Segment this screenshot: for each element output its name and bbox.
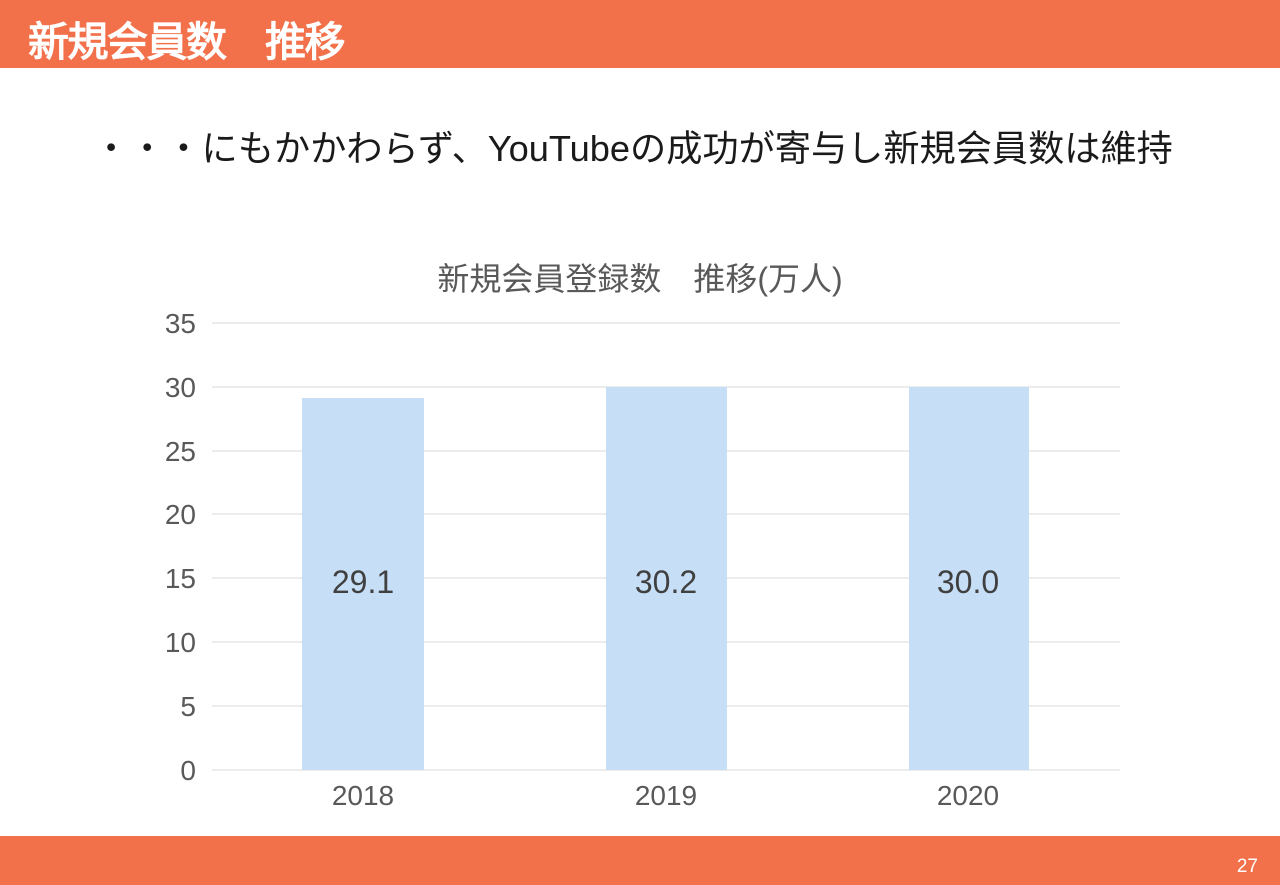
svg-text:2018: 2018 [332,780,394,811]
svg-text:35: 35 [165,308,196,339]
svg-text:25: 25 [165,436,196,467]
svg-text:30.2: 30.2 [635,564,697,600]
svg-text:20: 20 [165,499,196,530]
svg-text:15: 15 [165,563,196,594]
svg-text:0: 0 [180,755,196,786]
svg-text:30.0: 30.0 [937,564,999,600]
svg-text:30: 30 [165,372,196,403]
svg-text:5: 5 [180,691,196,722]
svg-text:10: 10 [165,627,196,658]
svg-text:2019: 2019 [635,780,697,811]
svg-text:29.1: 29.1 [332,564,394,600]
svg-text:2020: 2020 [937,780,999,811]
